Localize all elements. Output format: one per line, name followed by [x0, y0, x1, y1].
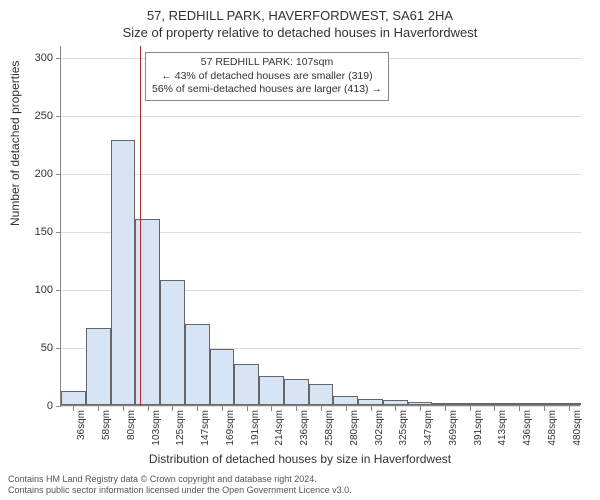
histogram-bar [457, 403, 482, 405]
y-axis-label: Number of detached properties [8, 61, 22, 226]
xtick-mark [296, 406, 297, 411]
ytick-mark [56, 406, 61, 407]
xtick-mark [420, 406, 421, 411]
xtick-mark [172, 406, 173, 411]
histogram-bar [531, 403, 556, 405]
histogram-bar [333, 396, 358, 405]
xtick-mark [321, 406, 322, 411]
xtick-mark [395, 406, 396, 411]
annotation-box: 57 REDHILL PARK: 107sqm← 43% of detached… [145, 52, 389, 101]
xtick-mark [519, 406, 520, 411]
histogram-bar [432, 403, 457, 405]
histogram-bar [358, 399, 383, 405]
histogram-bar [160, 280, 185, 405]
xtick-mark [197, 406, 198, 411]
xtick-mark [222, 406, 223, 411]
histogram-bar [210, 349, 235, 405]
xtick-mark [148, 406, 149, 411]
histogram-bar [111, 140, 136, 405]
ytick-mark [56, 232, 61, 233]
chart-title-main: 57, REDHILL PARK, HAVERFORDWEST, SA61 2H… [0, 0, 600, 23]
footer-line-2: Contains public sector information licen… [8, 485, 352, 496]
xtick-mark [98, 406, 99, 411]
histogram-bar [185, 324, 210, 405]
histogram-bar [482, 403, 507, 405]
xtick-mark [494, 406, 495, 411]
xtick-mark [371, 406, 372, 411]
x-axis-label: Distribution of detached houses by size … [0, 452, 600, 466]
histogram-bar [556, 403, 581, 405]
histogram-bar [86, 328, 111, 405]
histogram-bar [61, 391, 86, 405]
ytick-mark [56, 116, 61, 117]
histogram-bar [383, 400, 408, 405]
histogram-bar [259, 376, 284, 405]
annotation-line: 56% of semi-detached houses are larger (… [152, 83, 382, 97]
ytick-label: 200 [23, 168, 53, 180]
plot-region: 05010015020025030036sqm58sqm80sqm103sqm1… [60, 46, 580, 406]
annotation-line: 57 REDHILL PARK: 107sqm [152, 56, 382, 70]
ytick-mark [56, 348, 61, 349]
ytick-label: 250 [23, 110, 53, 122]
chart-title-sub: Size of property relative to detached ho… [0, 23, 600, 40]
xtick-mark [569, 406, 570, 411]
gridline [61, 116, 581, 117]
xtick-mark [544, 406, 545, 411]
histogram-bar [284, 379, 309, 405]
ytick-label: 100 [23, 284, 53, 296]
ytick-label: 300 [23, 52, 53, 64]
gridline [61, 174, 581, 175]
histogram-bar [309, 384, 334, 405]
annotation-line: ← 43% of detached houses are smaller (31… [152, 70, 382, 84]
histogram-bar [507, 403, 532, 405]
xtick-mark [346, 406, 347, 411]
histogram-bar [135, 219, 160, 405]
ytick-mark [56, 290, 61, 291]
footer-attribution: Contains HM Land Registry data © Crown c… [8, 474, 352, 496]
xtick-mark [73, 406, 74, 411]
footer-line-1: Contains HM Land Registry data © Crown c… [8, 474, 352, 485]
ytick-label: 150 [23, 226, 53, 238]
ytick-mark [56, 174, 61, 175]
xtick-mark [123, 406, 124, 411]
chart-container: 57, REDHILL PARK, HAVERFORDWEST, SA61 2H… [0, 0, 600, 500]
xtick-mark [247, 406, 248, 411]
ytick-mark [56, 58, 61, 59]
xtick-mark [445, 406, 446, 411]
chart-area: 05010015020025030036sqm58sqm80sqm103sqm1… [60, 46, 580, 406]
ytick-label: 0 [23, 400, 53, 412]
histogram-bar [408, 402, 433, 405]
reference-line [140, 46, 141, 406]
ytick-label: 50 [23, 342, 53, 354]
xtick-mark [271, 406, 272, 411]
histogram-bar [234, 364, 259, 405]
xtick-mark [470, 406, 471, 411]
